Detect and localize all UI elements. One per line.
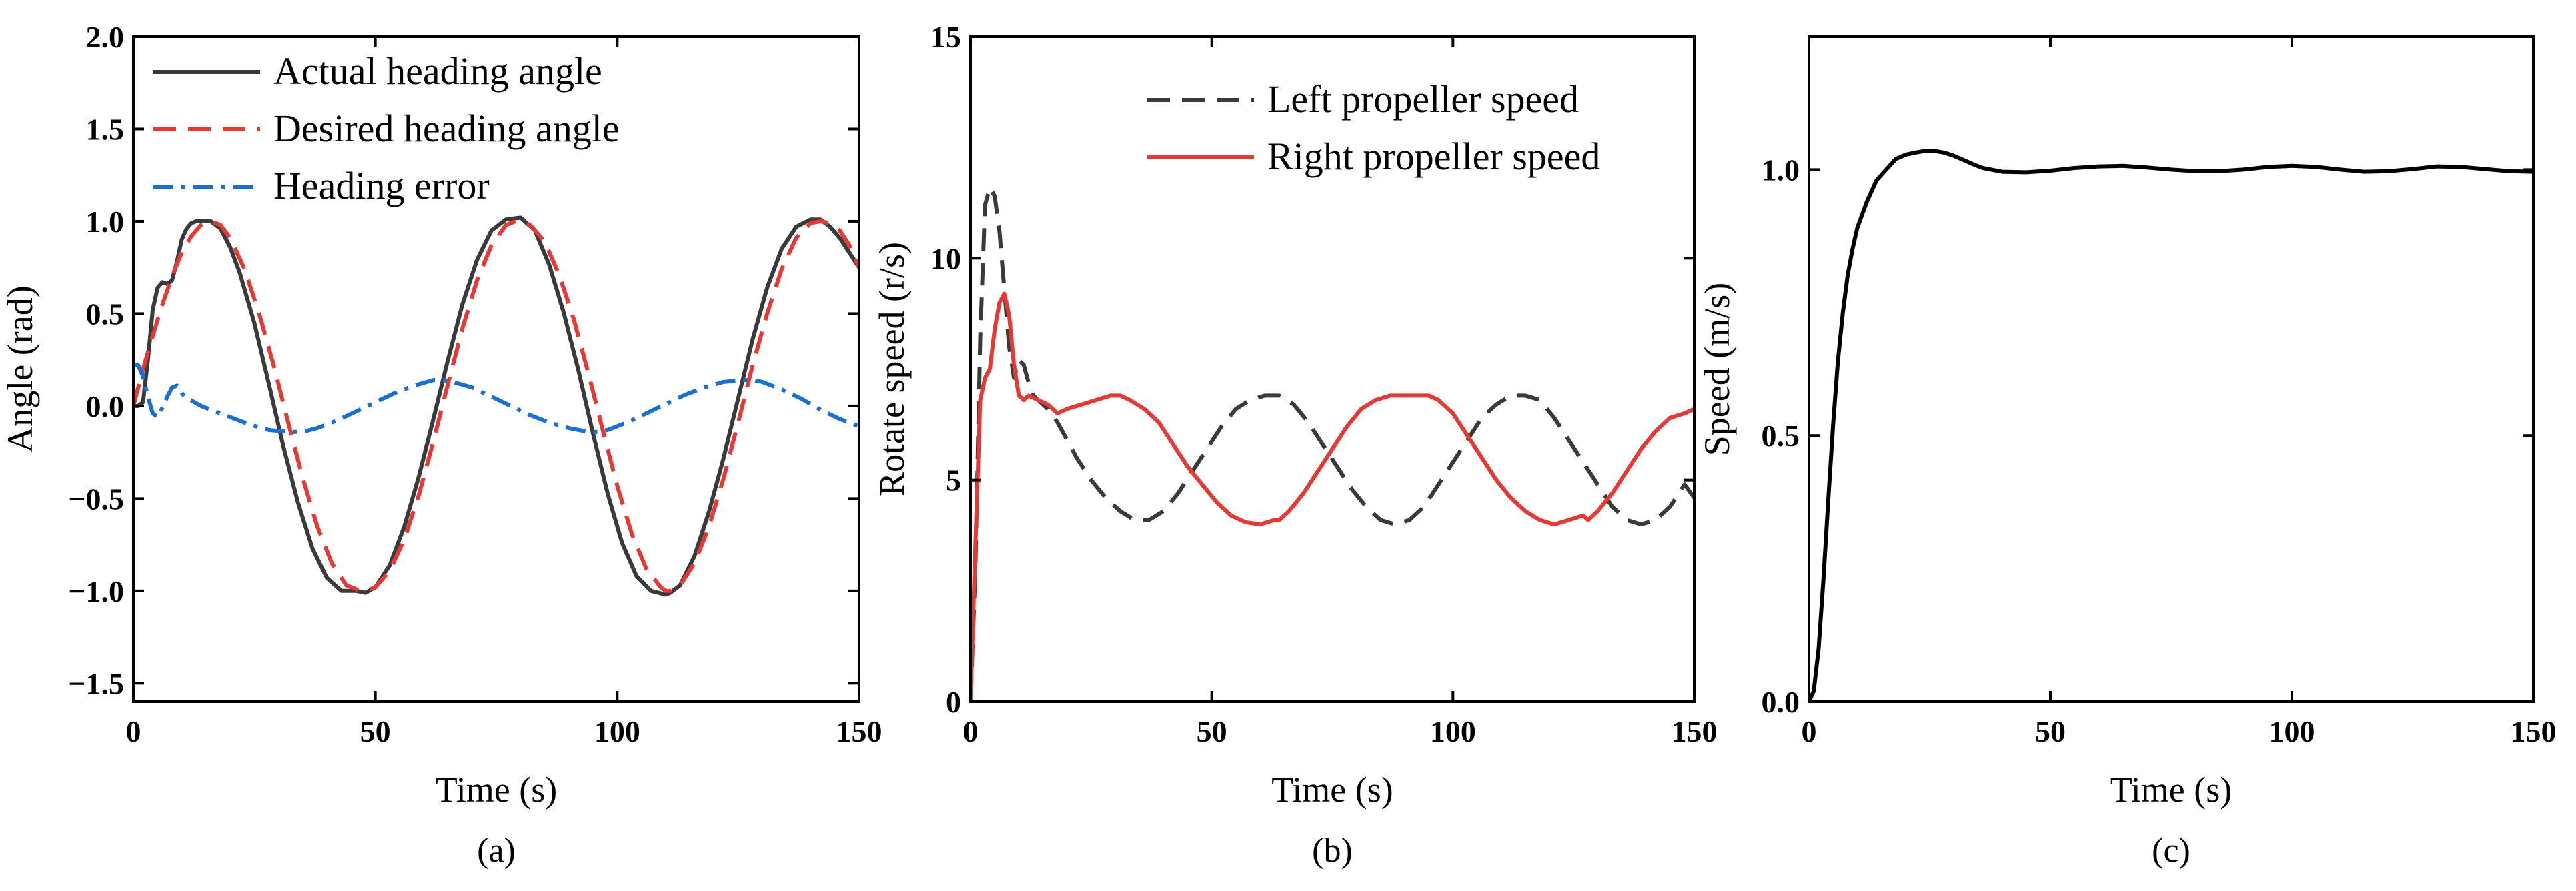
y-tick-label: 1.0 (86, 205, 125, 239)
series-line-a-1 (133, 219, 859, 593)
x-tick-label: 100 (1430, 714, 1476, 748)
y-tick-label: 1.0 (1762, 153, 1800, 187)
legend-label: Left propeller speed (1267, 77, 1579, 121)
y-tick-label: −1.5 (68, 666, 124, 700)
x-tick-label: 50 (1197, 714, 1227, 748)
x-axis-title: Time (s) (1271, 770, 1393, 810)
series-line-b-1 (971, 291, 1694, 702)
panel-caption: (a) (477, 832, 516, 870)
y-tick-label: 0.5 (1762, 419, 1800, 453)
series-line-b-0 (971, 185, 1694, 702)
panel-caption: (c) (2152, 832, 2190, 870)
y-tick-label: 0.5 (86, 297, 125, 331)
plot-frame (969, 35, 1696, 703)
series-line-a-2 (133, 363, 859, 434)
y-tick-label: 5 (946, 464, 961, 498)
y-tick-label: 0.0 (1762, 685, 1800, 719)
legend-label: Desired heading angle (273, 107, 620, 150)
x-tick-label: 0 (126, 714, 141, 748)
legend-label: Actual heading angle (273, 49, 602, 93)
x-tick-label: 50 (360, 714, 391, 748)
legend-label: Right propeller speed (1267, 135, 1600, 178)
x-tick-label: 150 (1672, 714, 1718, 748)
panel-b: 0 50 100 150 0 5 10 15 Time (s) Rotate speed (r/s… (872, 20, 1718, 870)
y-tick-label: 15 (930, 20, 961, 54)
series-line-c-0 (1809, 149, 2533, 702)
x-tick-label: 100 (594, 714, 640, 748)
x-tick-label: 150 (836, 714, 882, 748)
y-axis-title: Angle (rad) (0, 285, 40, 452)
x-axis-title: Time (s) (436, 770, 558, 810)
y-axis-title: Speed (m/s) (1697, 283, 1737, 456)
y-tick-label: 10 (930, 241, 961, 275)
x-tick-label: 0 (1802, 714, 1817, 748)
y-tick-label: 0.0 (86, 389, 125, 423)
x-tick-label: 0 (963, 714, 979, 748)
panel-caption: (b) (1312, 832, 1353, 870)
x-tick-label: 100 (2269, 714, 2315, 748)
plot-frame (1808, 35, 2535, 703)
panel-a: 0 50 100 150 −1.5 −1.0 −0.5 0.0 0.5 1.0 1.5 2.0 Time… (0, 20, 882, 870)
panel-c: 0 50 100 150 0.0 0.5 1.0 Time (s) Speed (m/s) (c) (1697, 35, 2557, 870)
y-tick-label: 0 (946, 685, 961, 719)
legend-label: Heading error (273, 164, 490, 207)
plot-frame (132, 35, 860, 703)
x-tick-label: 150 (2511, 714, 2557, 748)
y-tick-label: −1.0 (68, 574, 124, 608)
x-axis-title: Time (s) (2110, 770, 2232, 810)
y-tick-label: 1.5 (86, 112, 125, 146)
series-line-a-0 (133, 215, 859, 597)
x-tick-label: 50 (2035, 714, 2066, 748)
y-tick-label: −0.5 (68, 482, 124, 516)
y-axis-title: Rotate speed (r/s) (872, 242, 912, 496)
y-tick-label: 2.0 (86, 20, 125, 54)
